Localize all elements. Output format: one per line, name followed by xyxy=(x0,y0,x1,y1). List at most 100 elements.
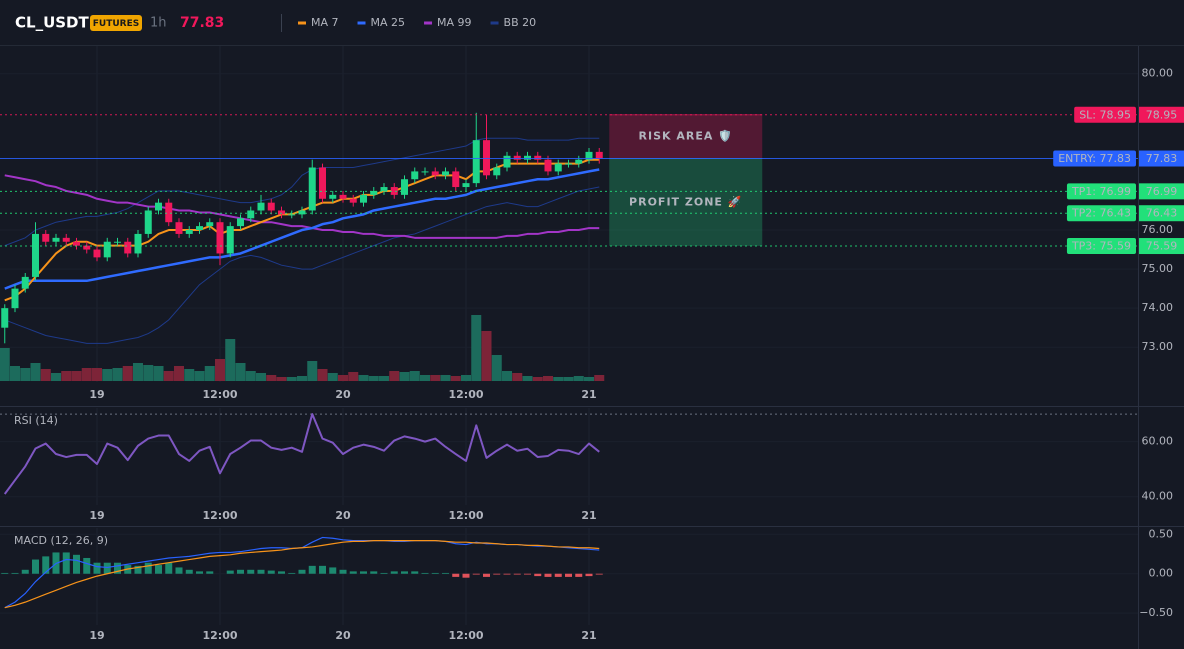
histogram-bar xyxy=(329,567,337,574)
candle-body xyxy=(278,210,285,215)
volume-bar xyxy=(338,375,348,381)
histogram-bar xyxy=(401,571,408,574)
candle-body xyxy=(319,167,326,199)
axis-tag xyxy=(1139,150,1184,167)
y-tick-label: 74.00 xyxy=(1142,301,1174,314)
volume-bar xyxy=(286,377,297,381)
volume-bar xyxy=(61,371,72,381)
y-tick-label: 0.00 xyxy=(1149,567,1174,580)
macd-line xyxy=(4,540,600,609)
histogram-bar xyxy=(21,569,29,574)
candle-body xyxy=(11,288,19,309)
histogram-bar xyxy=(380,572,388,574)
x-tick-label: 12:00 xyxy=(448,388,483,401)
axis-tag xyxy=(1139,238,1184,255)
histogram-bar xyxy=(288,572,296,574)
histogram-bar xyxy=(544,573,552,577)
candle-body xyxy=(21,276,29,289)
volume-bar xyxy=(502,371,512,381)
histogram-bar xyxy=(585,573,593,577)
x-tick-label: 12:00 xyxy=(202,388,237,401)
candle-body xyxy=(544,159,552,172)
volume-bar xyxy=(153,366,164,381)
candle-body xyxy=(513,155,521,160)
histogram-bar xyxy=(93,562,101,574)
histogram-bar xyxy=(339,569,347,574)
candle-body xyxy=(73,241,80,246)
histogram-bar xyxy=(103,562,111,574)
level-tag xyxy=(1074,106,1136,123)
candle-body xyxy=(124,241,132,254)
x-tick-label: 20 xyxy=(335,509,351,522)
volume-bar xyxy=(409,371,420,381)
candle-body xyxy=(32,233,39,277)
x-tick-label: 21 xyxy=(581,629,596,642)
volume-bar xyxy=(256,373,266,381)
y-tick-label: 40.00 xyxy=(1142,490,1174,503)
volume-bar xyxy=(399,372,410,381)
candle-body xyxy=(483,140,490,176)
volume-bar xyxy=(594,375,605,381)
axis-tag-label: 76.43 xyxy=(1146,207,1178,220)
candle-body xyxy=(114,241,121,243)
volume-bar xyxy=(133,363,143,381)
candle-body xyxy=(575,159,583,164)
volume-bar xyxy=(122,366,133,381)
volume-bar xyxy=(194,371,205,381)
x-tick-label: 12:00 xyxy=(202,629,237,642)
x-tick-label: 19 xyxy=(89,629,104,642)
histogram-bar xyxy=(452,573,460,577)
volume-bar xyxy=(522,376,533,381)
level-label: ENTRY: 77.83 xyxy=(1058,152,1131,165)
volume-bar xyxy=(327,373,338,381)
histogram-bar xyxy=(472,573,480,575)
volume-bar xyxy=(420,375,430,381)
candle-body xyxy=(165,202,173,223)
bb-lower xyxy=(4,186,600,344)
volume-bar xyxy=(317,369,328,381)
histogram-bar xyxy=(483,573,490,577)
candle-body xyxy=(83,245,91,250)
legend-label: BB 20 xyxy=(504,16,537,29)
legend-label: MA 25 xyxy=(371,16,406,29)
volume-bar xyxy=(204,366,215,381)
level-label: TP1: 76.99 xyxy=(1071,185,1131,198)
volume-bar xyxy=(512,373,523,381)
histogram-bar xyxy=(308,565,316,574)
histogram-bar xyxy=(196,571,203,574)
axis-tag xyxy=(1139,205,1184,222)
x-tick-label: 12:00 xyxy=(202,509,237,522)
level-label: TP3: 75.59 xyxy=(1071,240,1131,253)
market-badge xyxy=(90,15,142,31)
histogram-bar xyxy=(185,569,193,574)
volume-bar xyxy=(276,377,287,381)
candle-body xyxy=(452,171,460,188)
candle-body xyxy=(206,222,214,227)
candle-body xyxy=(360,194,367,203)
candle-body xyxy=(442,171,449,176)
price: 77.83 xyxy=(180,15,224,31)
x-tick-label: 21 xyxy=(581,388,596,401)
panel-title: MACD (12, 26, 9) xyxy=(14,534,108,547)
candle-body xyxy=(472,140,480,184)
y-tick-label: 73.00 xyxy=(1142,340,1174,353)
x-tick-label: 21 xyxy=(581,509,596,522)
histogram-bar xyxy=(175,567,183,574)
candle-body xyxy=(155,202,162,211)
candle-body xyxy=(524,155,531,160)
candle-body xyxy=(62,237,70,242)
axis-tag-label: 75.59 xyxy=(1146,240,1178,253)
candle-body xyxy=(175,222,183,234)
volume-bar xyxy=(10,366,20,381)
volume-bar xyxy=(81,368,92,381)
volume-bar xyxy=(481,331,492,381)
volume-bar xyxy=(0,348,10,381)
volume-bar xyxy=(102,369,113,381)
volume-bar xyxy=(245,371,256,381)
volume-bar xyxy=(461,375,471,381)
histogram-bar xyxy=(360,571,367,574)
histogram-bar xyxy=(524,573,531,575)
volume-bar xyxy=(450,376,461,381)
candle-body xyxy=(565,163,572,165)
histogram-bar xyxy=(554,573,562,577)
